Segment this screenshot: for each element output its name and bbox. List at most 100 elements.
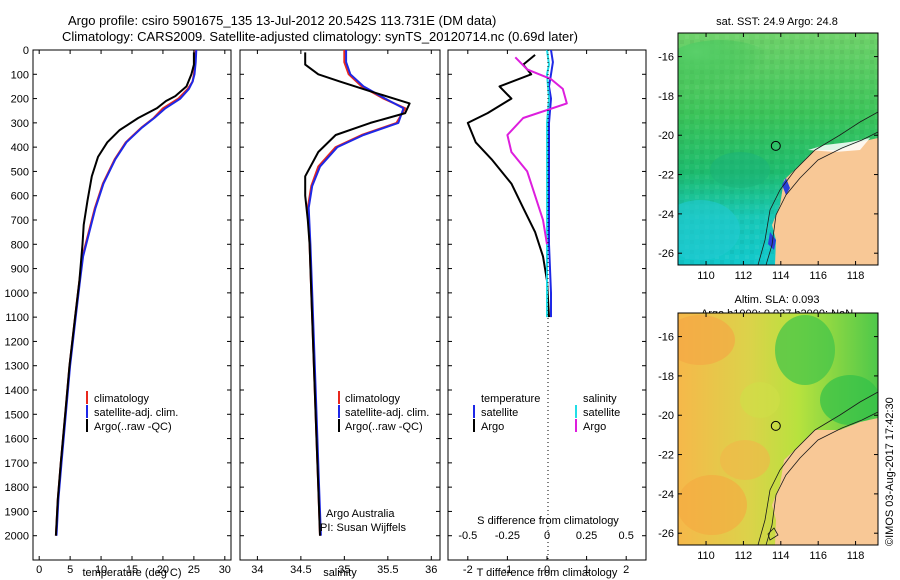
x-tick-label: 34.5 xyxy=(290,564,311,576)
imos-credit: ©IMOS 03-Aug-2017 17:42:30 xyxy=(884,397,896,546)
map-y-tick-label: -24 xyxy=(658,489,674,501)
map-y-tick-label: -18 xyxy=(658,371,674,383)
x-tick-label: 35.5 xyxy=(377,564,398,576)
argo-location-marker xyxy=(770,420,781,431)
series-line-argo-raw-qc- xyxy=(54,52,195,536)
y-tick-label: 900 xyxy=(11,264,29,276)
y-tick-label: 600 xyxy=(11,191,29,203)
map-x-tick-label: 114 xyxy=(772,270,790,282)
x-tick-label-top: 0.5 xyxy=(619,530,634,542)
y-tick-label: 200 xyxy=(11,94,29,106)
legend-argo-label: Argo(..raw -QC) xyxy=(94,421,172,433)
series-line-t-satellite xyxy=(548,50,554,318)
x-tick-label: 0 xyxy=(36,564,42,576)
legend-temperature-heading: temperature xyxy=(481,393,540,405)
x-tick-label: 15 xyxy=(126,564,138,576)
map-y-tick-label: -26 xyxy=(658,248,674,260)
difference-legend: temperature satellite Argo salinity sate… xyxy=(473,393,620,433)
salinity-xlabel: salinity xyxy=(323,567,357,579)
y-tick-label: 800 xyxy=(11,239,29,251)
x-tick-label: 30 xyxy=(219,564,231,576)
series-line-argo-raw-qc- xyxy=(304,52,411,536)
x-tick-label-top: -0.25 xyxy=(495,530,520,542)
y-tick-label: 1200 xyxy=(5,336,29,348)
credit-pi: PI: Susan Wijffels xyxy=(320,522,406,534)
y-tick-label: 1600 xyxy=(5,434,29,446)
y-tick-label: 0 xyxy=(23,45,29,57)
x-tick-label-top: -0.5 xyxy=(458,530,477,542)
map-x-tick-label: 112 xyxy=(735,270,753,282)
sla-map-image xyxy=(678,313,878,545)
map-y-tick-label: -24 xyxy=(658,209,674,221)
y-tick-label: 300 xyxy=(11,118,29,130)
y-tick-label: 400 xyxy=(11,142,29,154)
x-tick-label: 34 xyxy=(251,564,263,576)
map-y-tick-label: -20 xyxy=(658,410,674,422)
y-tick-label: 1900 xyxy=(5,506,29,518)
y-tick-label: 100 xyxy=(11,69,29,81)
legend-t-satellite-label: satellite xyxy=(481,407,518,419)
x-tick-label: 10 xyxy=(95,564,107,576)
map-y-tick-label: -18 xyxy=(658,91,674,103)
sst-map-title: sat. SST: 24.9 Argo: 24.8 xyxy=(716,16,838,28)
y-tick-label: 2000 xyxy=(5,531,29,543)
map-x-tick-label: 112 xyxy=(735,550,753,562)
map-x-tick-label: 116 xyxy=(809,550,827,562)
x-tick-label: -1 xyxy=(503,564,513,576)
x-tick-label: 36 xyxy=(425,564,437,576)
x-tick-label: 2 xyxy=(623,564,629,576)
legend-s-satellite-label: satellite xyxy=(583,407,620,419)
x-tick-label-top: 0.25 xyxy=(576,530,597,542)
x-tick-label-top: 0 xyxy=(544,530,550,542)
legend-satellite-label: satellite-adj. clim. xyxy=(345,407,429,419)
y-tick-label: 1700 xyxy=(5,458,29,470)
figure-title-line1: Argo profile: csiro 5901675_135 13-Jul-2… xyxy=(68,13,497,28)
salinity-legend: climatology satellite-adj. clim. Argo(..… xyxy=(338,391,429,433)
map-x-tick-label: 118 xyxy=(847,550,865,562)
y-tick-label: 1800 xyxy=(5,482,29,494)
land-mass xyxy=(772,418,878,545)
x-tick-label: 1 xyxy=(584,564,590,576)
series-line-t-argo xyxy=(466,54,550,318)
x-tick-label: 0 xyxy=(544,564,550,576)
y-tick-label: 1000 xyxy=(5,288,29,300)
map-y-tick-label: -26 xyxy=(658,528,674,540)
y-tick-label: 1500 xyxy=(5,409,29,421)
difference-xlabel-top: S difference from climatology xyxy=(477,515,619,527)
sla-map-frame xyxy=(677,312,879,546)
map-x-tick-label: 110 xyxy=(697,270,715,282)
figure-title-line2: Climatology: CARS2009. Satellite-adjuste… xyxy=(62,29,578,44)
x-tick-label: 25 xyxy=(188,564,200,576)
legend-climatology-label: climatology xyxy=(345,393,401,405)
sla-map-title: Altim. SLA: 0.093 xyxy=(735,294,820,306)
x-tick-label: 20 xyxy=(157,564,169,576)
temperature-axes xyxy=(32,49,232,561)
series-line-s-argo xyxy=(506,56,568,245)
x-tick-label: 5 xyxy=(67,564,73,576)
y-tick-label: 700 xyxy=(11,215,29,227)
sst-map-frame xyxy=(677,32,879,266)
x-tick-label: 35 xyxy=(338,564,350,576)
argo-location-marker xyxy=(770,140,781,151)
map-y-tick-label: -20 xyxy=(658,130,674,142)
map-x-tick-label: 110 xyxy=(697,550,715,562)
map-y-tick-label: -22 xyxy=(658,170,674,182)
sst-map-image xyxy=(678,33,878,265)
map-x-tick-label: 116 xyxy=(809,270,827,282)
map-y-tick-label: -22 xyxy=(658,450,674,462)
y-tick-label: 1300 xyxy=(5,361,29,373)
credit-argo-australia: Argo Australia xyxy=(326,508,395,520)
y-tick-label: 500 xyxy=(11,166,29,178)
difference-xlabel: T difference from climatology xyxy=(477,567,618,579)
map-x-tick-label: 114 xyxy=(772,550,790,562)
legend-t-argo-label: Argo xyxy=(481,421,504,433)
temperature-legend: climatology satellite-adj. clim. Argo(..… xyxy=(86,391,178,433)
legend-s-argo-label: Argo xyxy=(583,421,606,433)
legend-satellite-label: satellite-adj. clim. xyxy=(94,407,178,419)
legend-argo-label: Argo(..raw -QC) xyxy=(345,421,423,433)
legend-climatology-label: climatology xyxy=(94,393,150,405)
map-y-tick-label: -16 xyxy=(658,332,674,344)
map-y-tick-label: -16 xyxy=(658,52,674,64)
y-tick-label: 1100 xyxy=(5,312,29,324)
